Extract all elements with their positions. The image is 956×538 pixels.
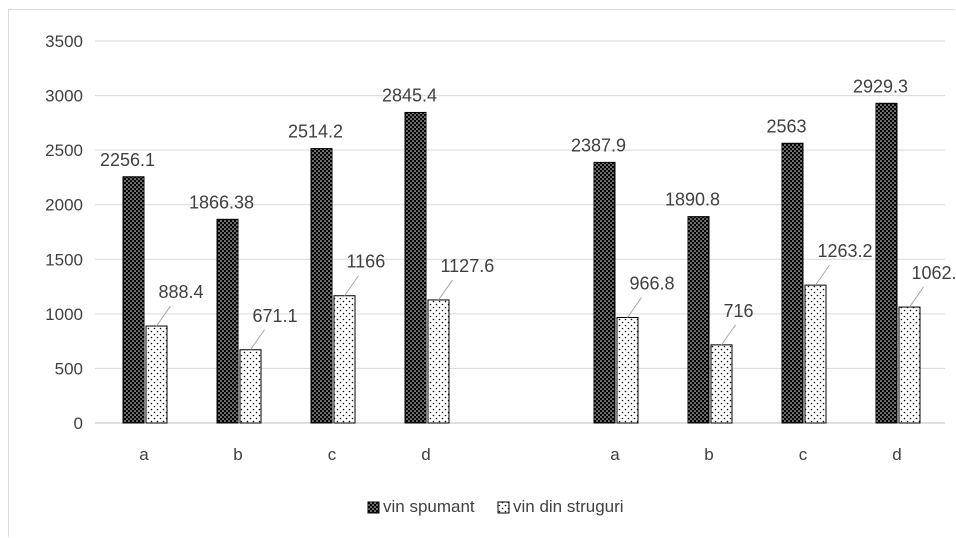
bar-vin-spumant — [310, 148, 333, 424]
bar-vin-spumant — [122, 176, 145, 424]
legend-label-vin-din-struguri: vin din struguri — [513, 497, 624, 516]
data-label-vin-din-struguri: 966.8 — [630, 273, 675, 293]
leader-line — [438, 279, 453, 301]
y-tick-label: 1000 — [45, 305, 83, 324]
legend: vin spumant vin din struguri — [367, 497, 624, 516]
data-label-vin-din-struguri: 1263.2 — [818, 241, 873, 261]
y-tick-label: 3000 — [45, 87, 83, 106]
data-label-vin-din-struguri: 1127.6 — [441, 256, 495, 276]
bar-vin-din-struguri — [804, 284, 827, 424]
x-tick-label: b — [704, 445, 713, 464]
bar-vin-spumant — [781, 142, 804, 424]
bar-vin-din-struguri — [898, 306, 921, 424]
legend-swatch-vin-din-struguri — [497, 501, 510, 514]
bar-vin-din-struguri — [145, 325, 168, 424]
x-tick-label: d — [892, 445, 901, 464]
data-label-vin-din-struguri: 888.4 — [159, 282, 204, 302]
data-labels: 2256.1 1866.38 2514.2 2845.4 2387.9 1890.8 256… — [100, 76, 956, 351]
data-label-vin-spumant: 2256.1 — [100, 150, 155, 170]
bar-vin-spumant — [404, 111, 427, 424]
bar-vin-din-struguri — [239, 349, 262, 424]
chart-frame — [8, 9, 955, 537]
y-tick-label: 3500 — [45, 32, 83, 51]
y-tick-label: 2000 — [45, 196, 83, 215]
x-tick-label: d — [421, 445, 430, 464]
bar-vin-spumant — [593, 161, 616, 424]
y-tick-label: 0 — [74, 414, 83, 433]
leader-line — [156, 305, 171, 327]
leader-line — [815, 264, 830, 286]
x-tick-label: c — [799, 445, 808, 464]
data-label-vin-din-struguri: 671.1 — [253, 306, 298, 326]
bar-vin-din-struguri — [427, 299, 450, 424]
y-tick-label: 2500 — [45, 141, 83, 160]
x-tick-label: a — [139, 445, 149, 464]
x-tick-label: a — [610, 445, 620, 464]
data-label-vin-din-struguri: 716 — [724, 301, 754, 321]
bar-vin-din-struguri — [333, 295, 356, 424]
y-tick-label: 500 — [55, 359, 83, 378]
leader-line — [909, 286, 924, 308]
bar-vin-spumant — [687, 216, 710, 424]
y-tick-label: 1500 — [45, 250, 83, 269]
leader-line — [344, 275, 359, 297]
data-label-vin-spumant: 1890.8 — [665, 190, 720, 210]
data-label-vin-spumant: 2845.4 — [382, 85, 437, 105]
bars — [122, 102, 921, 424]
x-tick-label: c — [328, 445, 337, 464]
legend-swatch-vin-spumant — [367, 501, 380, 514]
bar-vin-din-struguri — [710, 344, 733, 424]
leader-line — [627, 297, 642, 318]
bar-vin-spumant — [875, 102, 898, 424]
data-label-vin-din-struguri: 1062.4 — [912, 263, 956, 283]
data-label-vin-spumant: 2387.9 — [571, 135, 626, 155]
data-label-vin-din-struguri: 1166 — [347, 252, 386, 272]
data-label-vin-spumant: 1866.38 — [189, 192, 254, 212]
bar-vin-din-struguri — [616, 316, 639, 424]
bar-vin-spumant — [216, 218, 239, 424]
x-tick-label: b — [233, 445, 242, 464]
legend-label-vin-spumant: vin spumant — [383, 497, 475, 516]
data-label-vin-spumant: 2514.2 — [288, 122, 343, 142]
data-label-vin-spumant: 2929.3 — [853, 76, 908, 96]
axes: 0 500 1000 1500 2000 2500 3000 3500 a b c d a b c d — [45, 32, 902, 464]
leader-line — [721, 324, 736, 346]
leader-line — [250, 329, 265, 351]
data-label-vin-spumant: 2563 — [766, 116, 806, 136]
